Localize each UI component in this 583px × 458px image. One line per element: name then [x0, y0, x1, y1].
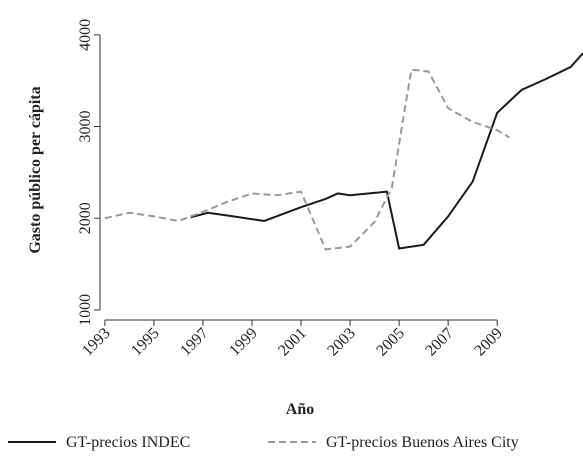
x-tick-label: 2009: [471, 325, 506, 360]
y-tick-label: 1000: [77, 294, 94, 326]
x-tick-label: 2005: [373, 325, 408, 360]
x-tick-label: 1999: [226, 325, 261, 360]
x-tick-label: 1995: [128, 325, 163, 360]
x-tick-label: 2001: [275, 325, 310, 360]
series-line: [190, 52, 583, 250]
x-tick-label: 1993: [79, 325, 114, 360]
x-tick-label: 2007: [422, 325, 457, 360]
y-axis-label: Gasto público per cápita: [27, 86, 44, 253]
y-tick-label: 4000: [77, 19, 94, 51]
x-tick-label: 2003: [324, 325, 359, 360]
y-tick-label: 3000: [77, 111, 94, 143]
y-tick-label: 2000: [77, 202, 94, 234]
legend-label: GT-precios INDEC: [66, 434, 190, 451]
legend-label: GT-precios Buenos Aires City: [326, 434, 519, 451]
x-axis-label: Año: [286, 401, 314, 418]
series-line: [104, 68, 510, 251]
x-tick-label: 1997: [177, 325, 212, 360]
